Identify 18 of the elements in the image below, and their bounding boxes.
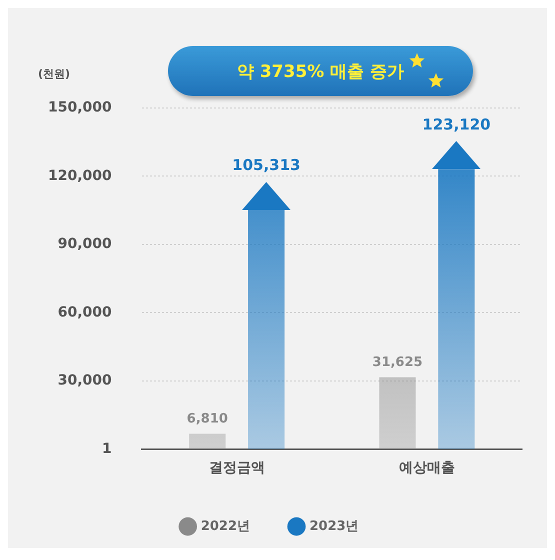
data-label: 105,313: [232, 156, 300, 174]
bar: [189, 434, 226, 450]
data-label: 6,810: [186, 412, 228, 427]
legend-label: 2023년: [310, 518, 359, 534]
y-tick-label: 60,000: [58, 304, 112, 320]
y-tick-label: 120,000: [48, 168, 112, 184]
legend-label: 2022년: [200, 518, 250, 534]
x-tick-label: 결정금액: [208, 460, 265, 476]
x-tick-label: 예상매출: [398, 460, 455, 476]
bar: [379, 377, 416, 450]
y-tick-label: 1: [102, 440, 112, 457]
chart-title: 약 3735% 매출 증가: [236, 60, 404, 82]
y-tick-label: 90,000: [58, 236, 112, 252]
y-tick-label: 150,000: [48, 100, 112, 116]
y-axis-title: (천원): [38, 67, 70, 80]
data-label: 123,120: [422, 116, 491, 134]
y-tick-label: 30,000: [58, 372, 112, 389]
data-label: 31,625: [372, 355, 423, 370]
